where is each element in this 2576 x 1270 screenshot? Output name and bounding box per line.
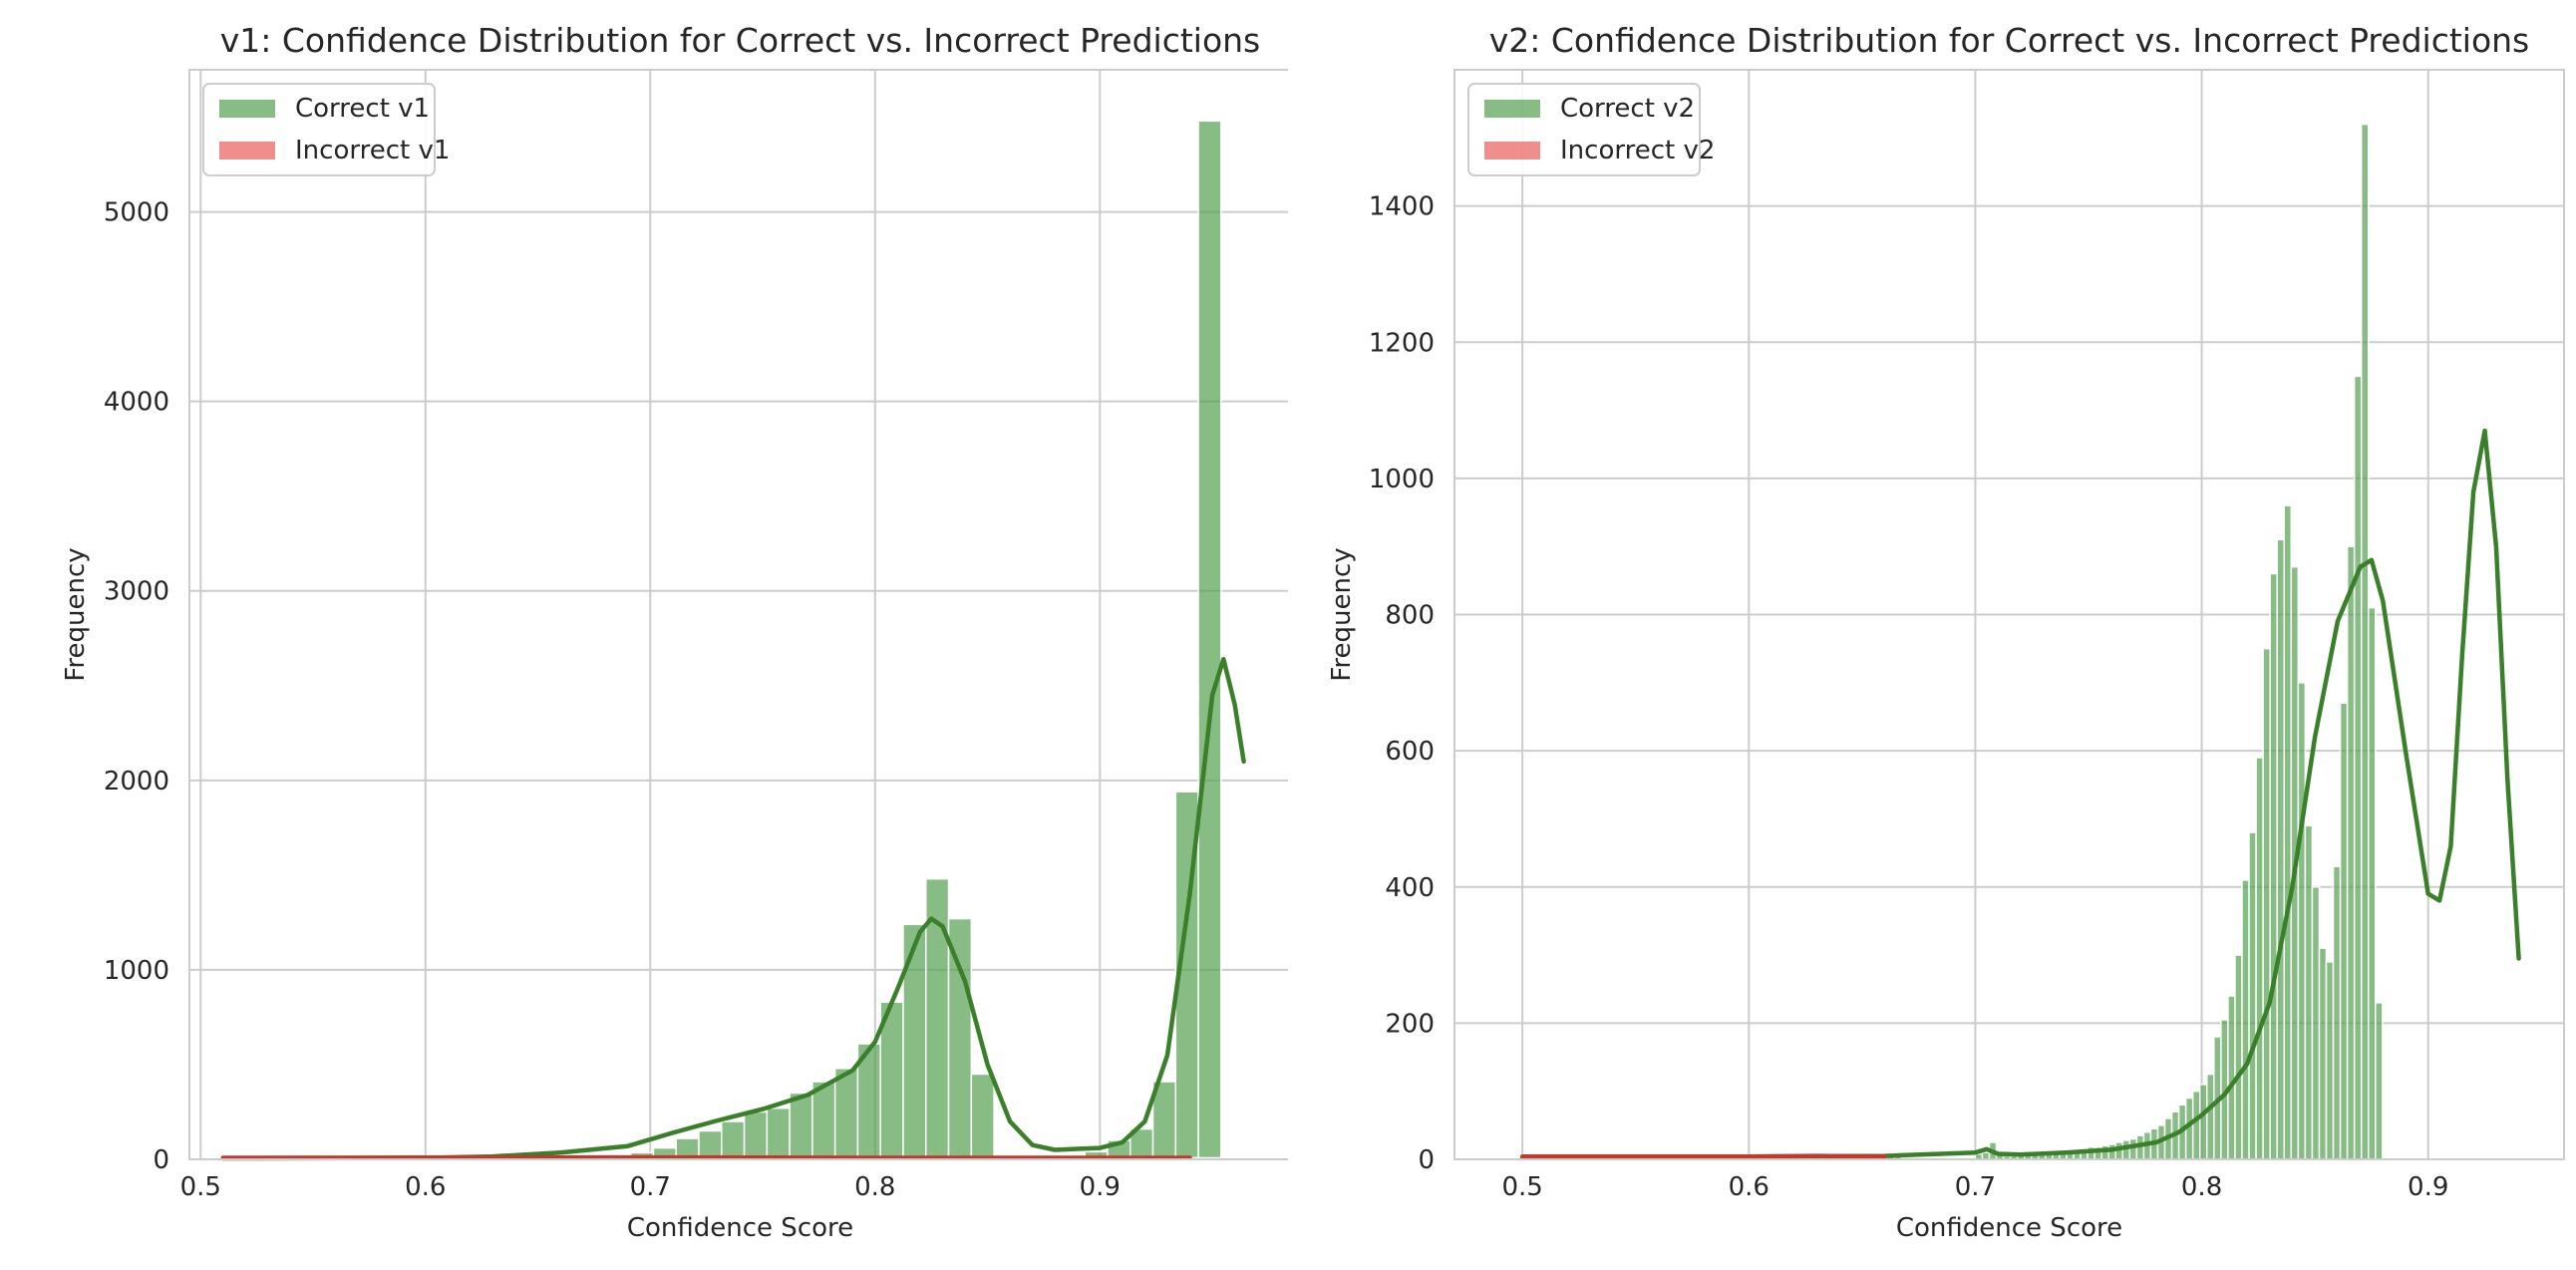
histogram-bar [2128, 1137, 2138, 1160]
legend-label: Correct v1 [295, 94, 430, 124]
y-tick-label: 1400 [1369, 192, 1435, 222]
histogram-bar [902, 923, 927, 1160]
histogram-bar [2199, 1084, 2208, 1160]
legend-swatch [219, 142, 275, 159]
x-tick-label: 0.9 [1080, 1172, 1121, 1202]
histogram-bar [1981, 1151, 1991, 1160]
y-axis-label: Frequency [61, 547, 91, 681]
y-tick-label: 200 [1385, 1009, 1435, 1039]
histogram-bar [2206, 1073, 2215, 1160]
histogram-bar [789, 1092, 813, 1160]
chart-v2-plot: 0.5 0.6 0.7 0.8 0.9 0 200 400 600 800 1000 1200 1400… [1327, 21, 2565, 1243]
x-axis-label: Confidence Score [627, 1213, 853, 1243]
histogram-bar [833, 1068, 859, 1160]
chart-v1-plot: 0.5 0.6 0.7 0.8 0.9 0 1000 2000 3000 4000 5000 Conf… [61, 21, 1288, 1243]
y-tick-label: 0 [153, 1145, 169, 1175]
y-tick-label: 800 [1385, 601, 1435, 631]
histogram-bar [2346, 545, 2356, 1160]
y-tick-label: 2000 [104, 767, 169, 796]
legend-label: Incorrect v2 [1560, 136, 1715, 165]
x-tick-label: 0.7 [1955, 1172, 1996, 1202]
histogram-bar [2276, 538, 2286, 1160]
y-tick-label: 5000 [104, 198, 169, 228]
histogram-bar [2262, 647, 2271, 1160]
histogram-bar [698, 1129, 723, 1160]
legend-swatch [219, 100, 275, 118]
y-tick-label: 600 [1385, 737, 1435, 767]
x-tick-label: 0.6 [1729, 1172, 1770, 1202]
histogram-bar [2304, 824, 2314, 1160]
histogram-bar [1197, 120, 1222, 1160]
legend: Correct v2 Incorrect v2 [1467, 83, 1715, 176]
y-tick-label: 4000 [104, 388, 169, 418]
x-axis-label: Confidence Score [1896, 1213, 2122, 1243]
x-tick-label: 0.6 [405, 1172, 446, 1202]
histogram-bar [2241, 879, 2250, 1160]
y-tick-label: 0 [1418, 1145, 1435, 1175]
kde-line-correct [220, 656, 1246, 1161]
y-tick-label: 1000 [1369, 465, 1435, 494]
histogram-bar [2311, 886, 2321, 1160]
plot-frame [188, 69, 1288, 1160]
histogram-bar [2248, 831, 2257, 1160]
histogram-bar [2269, 572, 2278, 1160]
histogram-bar [2283, 504, 2293, 1160]
histogram-bar [2318, 947, 2328, 1160]
histogram-bar [2375, 1002, 2384, 1160]
histogram-bar [743, 1111, 769, 1160]
histogram-bar [970, 1073, 995, 1160]
y-tick-label: 1200 [1369, 328, 1435, 358]
histogram-bar [766, 1107, 791, 1160]
histogram-bar [2227, 995, 2236, 1160]
chart-v2: 0.5 0.6 0.7 0.8 0.9 0 200 400 600 800 1000 1200 1400… [1288, 0, 2576, 1270]
histogram-bar [811, 1081, 836, 1160]
histogram-bar [2325, 961, 2335, 1160]
chart-title: v2: Confidence Distribution for Correct … [1489, 21, 2530, 60]
x-tick-label: 0.8 [854, 1172, 895, 1202]
histogram-bar [721, 1120, 746, 1160]
histogram-bar [2255, 757, 2264, 1160]
histogram-bar [2191, 1090, 2201, 1160]
legend-swatch [1484, 142, 1540, 159]
legend-label: Incorrect v1 [295, 136, 450, 165]
plot-area [189, 70, 1288, 1159]
chart-v1: 0.5 0.6 0.7 0.8 0.9 0 1000 2000 3000 4000 5000 Conf… [61, 21, 1288, 1243]
legend-label: Correct v2 [1560, 94, 1695, 124]
histogram-bar [2339, 702, 2349, 1160]
kde-line-correct [1519, 428, 2521, 1160]
histogram-bar [2332, 865, 2342, 1160]
x-tick-label: 0.9 [2408, 1172, 2448, 1202]
legend: Correct v1 Incorrect v1 [202, 83, 450, 176]
y-axis-label: Frequency [1327, 547, 1357, 681]
y-tick-label: 3000 [104, 577, 169, 607]
y-tick-label: 1000 [104, 956, 169, 986]
chart-title: v1: Confidence Distribution for Correct … [220, 21, 1261, 60]
x-tick-label: 0.5 [180, 1172, 221, 1202]
histogram-bar [2297, 682, 2307, 1160]
histogram-bar [2234, 954, 2243, 1160]
histogram-bar [2353, 375, 2363, 1160]
histogram-bar [2367, 606, 2377, 1160]
x-tick-label: 0.7 [630, 1172, 671, 1202]
histogram-bar [2360, 123, 2370, 1160]
x-tick-label: 0.5 [1501, 1172, 1542, 1202]
kde-line-incorrect [1519, 1153, 1887, 1159]
y-tick-label: 400 [1385, 873, 1435, 903]
x-tick-label: 0.8 [2181, 1172, 2222, 1202]
plot-frame [1453, 69, 2565, 1160]
legend-swatch [1484, 100, 1540, 118]
